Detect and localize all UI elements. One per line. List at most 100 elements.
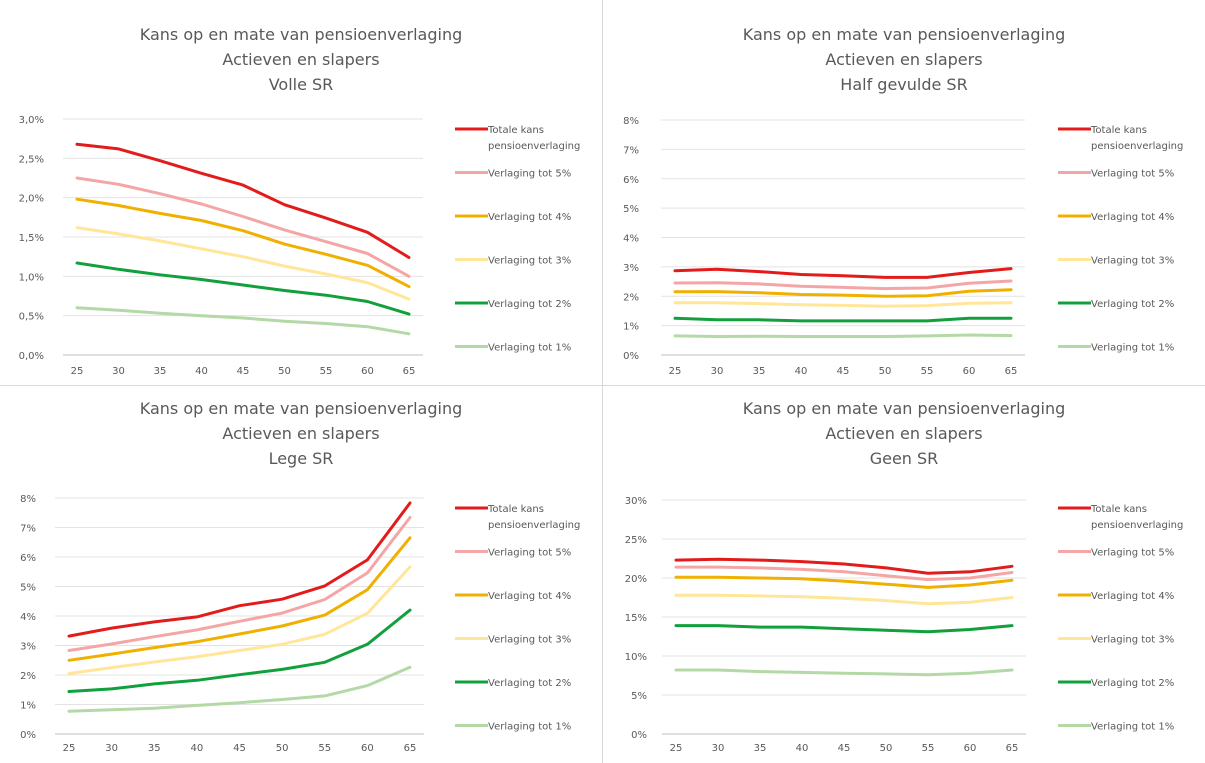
legend-label-verlaging-tot-3pct: Verlaging tot 3% — [1091, 256, 1174, 267]
y-tick-label: 3,0% — [19, 115, 44, 126]
y-tick-label: 2% — [623, 292, 639, 303]
series-line-verlaging-tot-4pct — [75, 197, 411, 289]
y-tick-label: 1,0% — [19, 272, 44, 283]
legend-label-verlaging-tot-3pct: Verlaging tot 3% — [488, 635, 571, 646]
legend-label-verlaging-tot-5pct: Verlaging tot 5% — [488, 169, 571, 180]
legend-label-totale-kans-pensioenverlaging: Totale kans pensioenverlaging — [487, 504, 580, 531]
y-tick-label: 20% — [625, 574, 647, 585]
y-tick-label: 1% — [623, 322, 639, 333]
legend-label-verlaging-tot-1pct: Verlaging tot 1% — [488, 722, 571, 733]
legend-label-verlaging-tot-5pct: Verlaging tot 5% — [1091, 169, 1174, 180]
x-tick-label: 50 — [879, 366, 892, 377]
x-tick-label: 25 — [71, 366, 84, 377]
y-tick-label: 15% — [625, 613, 647, 624]
x-tick-label: 40 — [795, 366, 808, 377]
x-tick-label: 30 — [712, 743, 725, 754]
chart-half-gevulde-sr: Kans op en mate van pensioenverlaging Act… — [603, 0, 1205, 385]
y-tick-label: 1% — [20, 701, 36, 712]
y-tick-label: 2% — [20, 671, 36, 682]
x-tick-label: 40 — [191, 743, 204, 754]
legend-label-verlaging-tot-3pct: Verlaging tot 3% — [1091, 635, 1174, 646]
chart-title-line-3: Volle SR — [269, 75, 334, 94]
chart-geen-sr: Kans op en mate van pensioenverlaging Act… — [603, 386, 1205, 763]
legend-label-totale-kans-pensioenverlaging: Totale kans pensioenverlaging — [487, 125, 580, 152]
y-tick-label: 3% — [20, 642, 36, 653]
x-tick-label: 65 — [1005, 366, 1018, 377]
series-line-verlaging-tot-2pct — [75, 261, 411, 316]
series-line-verlaging-tot-2pct — [674, 624, 1014, 634]
y-tick-label: 5% — [623, 204, 639, 215]
x-tick-label: 45 — [838, 743, 851, 754]
chart-title-line-2: Actieven en slapers — [825, 50, 982, 69]
x-tick-label: 45 — [237, 366, 250, 377]
x-tick-label: 30 — [112, 366, 125, 377]
y-tick-label: 0,5% — [19, 312, 44, 323]
x-tick-label: 40 — [796, 743, 809, 754]
y-tick-label: 10% — [625, 652, 647, 663]
x-tick-label: 60 — [964, 743, 977, 754]
x-tick-label: 30 — [105, 743, 118, 754]
series-line-verlaging-tot-4pct — [673, 288, 1013, 298]
chart-title-line-3: Half gevulde SR — [840, 75, 967, 94]
series-line-verlaging-tot-4pct — [674, 575, 1014, 589]
y-tick-label: 6% — [623, 175, 639, 186]
series-line-verlaging-tot-1pct — [674, 668, 1014, 677]
series-line-totale-kans-pensioenverlaging — [674, 557, 1014, 575]
chart-lege-sr: Kans op en mate van pensioenverlaging Act… — [0, 386, 602, 763]
series-line-verlaging-tot-3pct — [75, 226, 411, 301]
chart-title-line-1: Kans op en mate van pensioenverlaging — [743, 399, 1066, 418]
y-tick-label: 30% — [625, 496, 647, 507]
legend-label-verlaging-tot-4pct: Verlaging tot 4% — [488, 591, 571, 602]
legend-label-verlaging-tot-5pct: Verlaging tot 5% — [1091, 548, 1174, 559]
series-line-verlaging-tot-3pct — [674, 593, 1014, 606]
y-tick-label: 4% — [20, 612, 36, 623]
chart-title-line-2: Actieven en slapers — [222, 424, 379, 443]
series-line-totale-kans-pensioenverlaging — [673, 267, 1013, 279]
series-line-verlaging-tot-1pct — [673, 333, 1013, 338]
y-tick-label: 0% — [623, 351, 639, 362]
legend-label-verlaging-tot-3pct: Verlaging tot 3% — [488, 256, 571, 267]
chart-title-line-1: Kans op en mate van pensioenverlaging — [140, 25, 463, 44]
legend-label-verlaging-tot-2pct: Verlaging tot 2% — [1091, 678, 1174, 689]
y-tick-label: 1,5% — [19, 233, 44, 244]
legend-label-verlaging-tot-1pct: Verlaging tot 1% — [1091, 343, 1174, 354]
x-tick-label: 35 — [154, 366, 167, 377]
series-line-verlaging-tot-2pct — [67, 608, 412, 693]
series-line-verlaging-tot-1pct — [67, 665, 412, 713]
legend-label-verlaging-tot-5pct: Verlaging tot 5% — [488, 548, 571, 559]
legend-label-verlaging-tot-4pct: Verlaging tot 4% — [1091, 212, 1174, 223]
horizontal-divider — [0, 385, 1205, 386]
y-tick-label: 4% — [623, 234, 639, 245]
vertical-divider — [602, 0, 603, 763]
series-line-verlaging-tot-3pct — [67, 565, 412, 675]
y-tick-label: 0% — [631, 730, 647, 741]
legend-label-verlaging-tot-2pct: Verlaging tot 2% — [488, 678, 571, 689]
x-tick-label: 60 — [361, 743, 374, 754]
x-tick-label: 40 — [195, 366, 208, 377]
x-tick-label: 25 — [669, 366, 682, 377]
y-tick-label: 2,0% — [19, 194, 44, 205]
x-tick-label: 55 — [318, 743, 331, 754]
series-line-verlaging-tot-3pct — [673, 301, 1013, 308]
legend-label-verlaging-tot-1pct: Verlaging tot 1% — [488, 343, 571, 354]
legend-label-verlaging-tot-4pct: Verlaging tot 4% — [1091, 591, 1174, 602]
legend-label-totale-kans-pensioenverlaging: Totale kans pensioenverlaging — [1090, 504, 1183, 531]
x-tick-label: 25 — [670, 743, 683, 754]
x-tick-label: 35 — [148, 743, 161, 754]
y-tick-label: 25% — [625, 535, 647, 546]
x-tick-label: 55 — [921, 366, 934, 377]
y-tick-label: 7% — [20, 524, 36, 535]
chart-title-line-2: Actieven en slapers — [222, 50, 379, 69]
x-tick-label: 55 — [320, 366, 333, 377]
legend-label-verlaging-tot-4pct: Verlaging tot 4% — [488, 212, 571, 223]
series-line-verlaging-tot-4pct — [67, 536, 412, 662]
series-line-verlaging-tot-5pct — [75, 176, 411, 278]
series-line-verlaging-tot-2pct — [673, 316, 1013, 323]
x-tick-label: 30 — [711, 366, 724, 377]
series-line-verlaging-tot-1pct — [75, 306, 411, 336]
chart-volle-sr: Kans op en mate van pensioenverlaging Act… — [0, 0, 602, 385]
chart-title-line-3: Geen SR — [870, 449, 939, 468]
x-tick-label: 50 — [278, 366, 291, 377]
chart-title-line-2: Actieven en slapers — [825, 424, 982, 443]
